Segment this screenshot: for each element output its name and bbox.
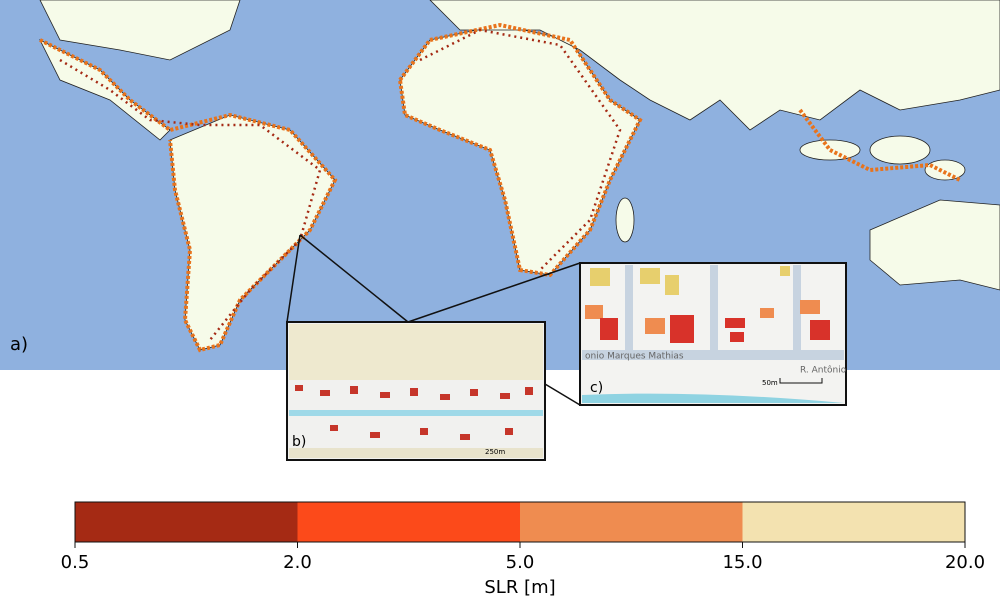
tick-label: 0.5 — [61, 552, 90, 573]
tick-label: 2.0 — [283, 552, 312, 573]
colorbar-segment — [297, 502, 520, 542]
colorbar-segment — [75, 502, 298, 542]
tick-label: 15.0 — [722, 552, 762, 573]
inset-c: onio Marques Mathias R. Antônio c) 50m — [579, 262, 847, 406]
colorbar-segment — [742, 502, 965, 542]
colorbar-label: SLR [m] — [484, 577, 555, 598]
scale-label: 50m — [762, 379, 778, 387]
panel-label: a) — [10, 334, 28, 355]
colorbar: 0.5 2.0 5.0 15.0 20.0 — [61, 501, 985, 573]
street-label: onio Marques Mathias — [585, 352, 684, 362]
tick-label: 5.0 — [506, 552, 535, 573]
tick-label: 20.0 — [945, 552, 985, 573]
inset-label: b) — [292, 434, 306, 450]
scale-label: 250m — [485, 448, 505, 456]
connectors — [286, 234, 581, 406]
continents — [39, 0, 1000, 351]
inset-label: c) — [590, 380, 603, 396]
coastal-risk — [39, 22, 961, 353]
inset-b: b) 250m — [286, 321, 546, 461]
colorbar-segment — [520, 502, 743, 542]
street-label: R. Antônio — [800, 365, 847, 376]
